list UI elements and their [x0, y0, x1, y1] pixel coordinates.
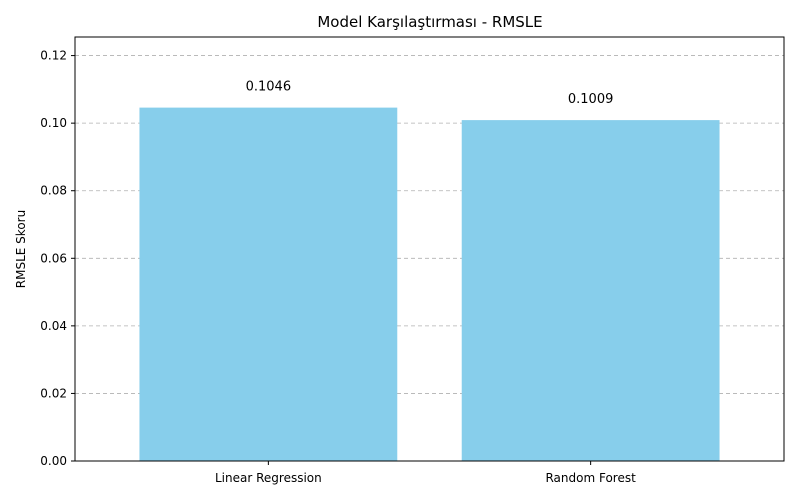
y-tick-label: 0.10 [40, 116, 67, 130]
y-axis-label: RMSLE Skoru [14, 210, 28, 288]
bar [461, 120, 720, 462]
bars [139, 107, 720, 462]
y-axis-ticks: 0.00 0.02 0.04 0.06 0.08 0.10 0.12 [40, 49, 75, 468]
chart-title: Model Karşılaştırması - RMSLE [317, 13, 542, 31]
y-tick-label: 0.06 [40, 251, 67, 265]
data-label: 0.1009 [568, 92, 614, 107]
data-labels: 0.1046 0.1009 [246, 80, 614, 108]
y-tick-label: 0.08 [40, 184, 67, 198]
y-tick-label: 0.04 [40, 319, 67, 333]
x-tick-label: Linear Regression [215, 471, 322, 485]
data-label: 0.1046 [246, 80, 292, 95]
x-tick-label: Random Forest [545, 471, 636, 485]
x-axis-ticks: Linear Regression Random Forest [215, 461, 636, 485]
y-tick-label: 0.02 [40, 386, 67, 400]
bar [139, 107, 398, 462]
y-tick-label: 0.12 [40, 49, 67, 63]
y-tick-label: 0.00 [40, 454, 67, 468]
axes-frame [74, 36, 785, 462]
